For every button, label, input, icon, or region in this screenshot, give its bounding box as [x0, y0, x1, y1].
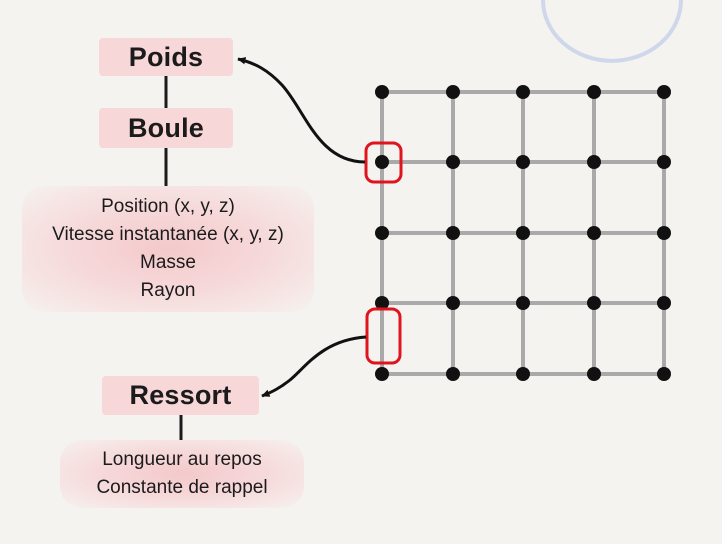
grid-node: [446, 296, 460, 310]
poids-label: Poids: [99, 38, 233, 76]
grid-node: [587, 226, 601, 240]
grid-node: [587, 85, 601, 99]
grid-node: [375, 155, 389, 169]
grid-node: [446, 367, 460, 381]
arrow-ball-to-poids: [237, 57, 366, 164]
grid-node: [446, 85, 460, 99]
grid-node: [516, 85, 530, 99]
grid-node: [516, 296, 530, 310]
grid-node: [375, 226, 389, 240]
grid-node: [375, 85, 389, 99]
ressort-attribute-stiffness: Constante de rappel: [96, 477, 268, 498]
grid-node: [587, 367, 601, 381]
grid-node: [516, 367, 530, 381]
grid-node: [516, 155, 530, 169]
decorative-circle-arc: [541, 0, 683, 63]
grid-node: [587, 155, 601, 169]
boule-attribute-mass: Masse: [140, 252, 196, 273]
grid-node: [446, 155, 460, 169]
grid-node: [587, 296, 601, 310]
ressort-label: Ressort: [102, 376, 259, 415]
grid-node: [657, 155, 671, 169]
grid-node: [657, 296, 671, 310]
boule-attribute-velocity: Vitesse instantanée (x, y, z): [52, 224, 284, 245]
boule-attributes-panel: Position (x, y, z) Vitesse instantanée (…: [22, 186, 314, 312]
boule-attribute-radius: Rayon: [140, 280, 196, 301]
arrow-spring-to-ressort: [261, 335, 367, 398]
boule-label: Boule: [99, 108, 233, 148]
grid-springs: [380, 90, 666, 376]
grid-node: [657, 85, 671, 99]
grid-node: [516, 226, 530, 240]
grid-node: [375, 296, 389, 310]
grid-node: [375, 367, 389, 381]
grid-node: [446, 226, 460, 240]
grid-node: [657, 367, 671, 381]
ressort-attribute-rest-length: Longueur au repos: [102, 449, 262, 470]
highlight-ball: [364, 141, 403, 184]
ressort-attributes-panel: Longueur au repos Constante de rappel: [60, 440, 304, 508]
boule-attribute-position: Position (x, y, z): [101, 196, 235, 217]
grid-nodes: [375, 85, 671, 381]
highlight-spring: [365, 307, 402, 365]
grid-node: [657, 226, 671, 240]
